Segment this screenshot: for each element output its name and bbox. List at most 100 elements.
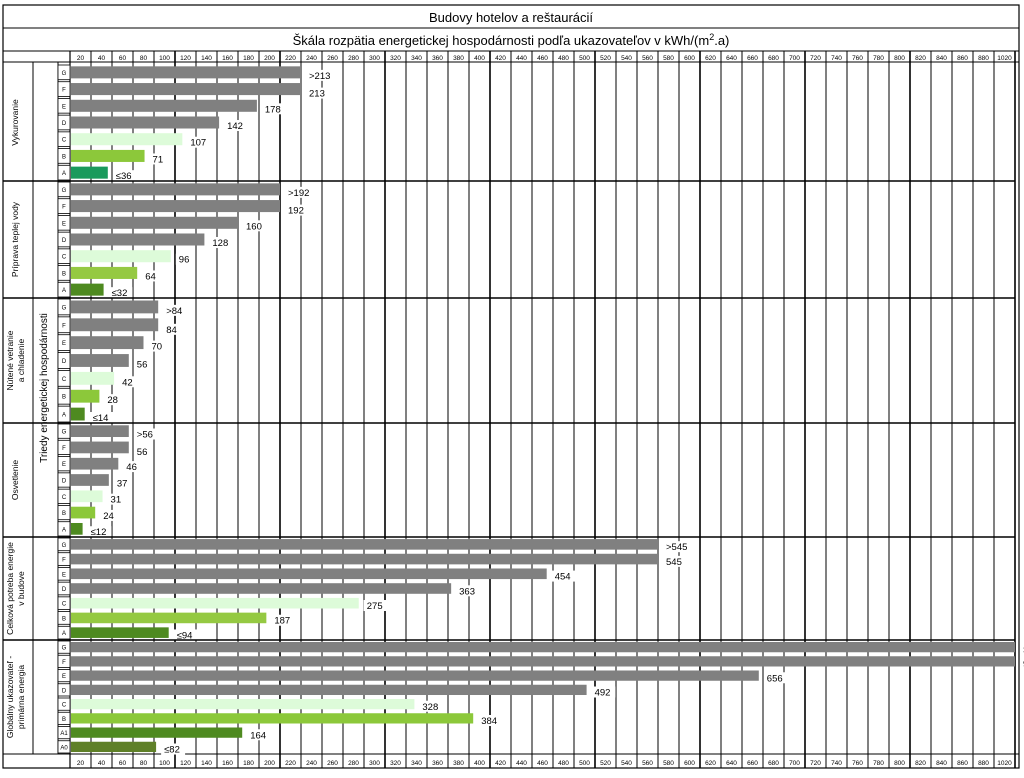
- class-letter: F: [62, 660, 66, 666]
- tick-label-top: 140: [201, 55, 212, 62]
- class-cell: [57, 148, 71, 164]
- tick-label-bottom: 600: [684, 760, 695, 767]
- tick-label-bottom: 360: [432, 760, 443, 767]
- class-cell: [57, 505, 71, 521]
- class-cell: [57, 281, 71, 298]
- bar-A0: [71, 741, 157, 753]
- class-cell: [57, 215, 71, 231]
- class-cell: [57, 387, 71, 405]
- data-label: 213: [309, 89, 325, 100]
- class-cell: [57, 472, 71, 488]
- data-label: 46: [126, 462, 137, 473]
- tick-label-bottom: 800: [894, 760, 905, 767]
- data-label-bg: [763, 672, 788, 684]
- bar-E: [71, 457, 119, 470]
- data-label: ≤94: [177, 630, 193, 641]
- tick-label-top: 200: [264, 55, 275, 62]
- data-label-bg: [187, 136, 212, 148]
- tick-label-top: 820: [915, 55, 926, 62]
- tick-label-bottom: 720: [810, 760, 821, 767]
- tick-label-bottom: 280: [348, 760, 359, 767]
- bar-C: [71, 250, 171, 263]
- data-label-bg: [107, 493, 126, 505]
- data-label-bg: [119, 376, 138, 388]
- tick-label-top: 220: [285, 55, 296, 62]
- data-label-bg: [591, 686, 616, 698]
- class-cell: [57, 726, 71, 740]
- data-label: 64: [145, 271, 156, 282]
- tick-label-bottom: 400: [474, 760, 485, 767]
- data-label-bg: [173, 629, 198, 641]
- class-cell: [57, 131, 71, 147]
- tick-label-top: 460: [537, 55, 548, 62]
- class-letter: C: [62, 495, 67, 501]
- class-letter: E: [62, 572, 66, 578]
- data-label: 187: [274, 616, 290, 627]
- class-cell: [57, 740, 71, 754]
- tick-label-top: 80: [140, 55, 148, 62]
- group-label-line: Globálny ukazovateľ -: [5, 656, 15, 738]
- tick-label-bottom: 300: [369, 760, 380, 767]
- bar-B: [71, 713, 474, 724]
- data-label-bg: [148, 340, 167, 352]
- bar-D: [71, 354, 129, 367]
- class-cell: [57, 552, 71, 566]
- class-letter: C: [62, 703, 67, 709]
- class-letter: D: [62, 121, 67, 127]
- bar-F: [71, 441, 129, 454]
- class-cell: [57, 405, 71, 423]
- data-label-bg: [87, 526, 112, 538]
- data-label: 71: [153, 154, 164, 165]
- tick-label-top: 680: [768, 55, 779, 62]
- data-label: 656: [767, 673, 783, 684]
- tick-label-top: 560: [642, 55, 653, 62]
- class-cell: [57, 98, 71, 114]
- tick-label-bottom: 160: [222, 760, 233, 767]
- data-label-bg: [113, 477, 132, 489]
- data-label: 545: [666, 557, 682, 568]
- class-letter: C: [62, 377, 67, 383]
- data-label-bg: [133, 445, 152, 457]
- bar-F: [71, 656, 1015, 667]
- bar-C: [71, 698, 415, 710]
- data-label: 56: [137, 359, 148, 370]
- tick-label-bottom: 320: [390, 760, 401, 767]
- data-label-bg: [551, 570, 576, 582]
- class-cell: [57, 596, 71, 610]
- data-label-bg: [247, 729, 272, 741]
- data-label: 56: [137, 447, 148, 458]
- bar-B: [71, 389, 100, 403]
- tick-label-bottom: 840: [936, 760, 947, 767]
- tick-label-top: 640: [726, 55, 737, 62]
- bar-C: [71, 133, 183, 146]
- class-cell: [57, 352, 71, 369]
- bar-C: [71, 371, 115, 385]
- data-label: 128: [212, 238, 228, 249]
- class-letter: A: [62, 527, 66, 533]
- data-label-bg: [149, 153, 168, 165]
- bar-G: [71, 66, 301, 79]
- tick-label-bottom: 20: [77, 760, 85, 767]
- bar-B: [71, 612, 267, 624]
- bar-E: [71, 216, 238, 229]
- tick-label-top: 260: [327, 55, 338, 62]
- data-label-bg: [285, 186, 315, 198]
- bar-A: [71, 522, 83, 535]
- tick-label-top: 860: [957, 55, 968, 62]
- data-label: ≤36: [116, 171, 132, 182]
- class-letter: A0: [60, 745, 68, 751]
- bar-F: [71, 83, 301, 96]
- group-label: Príprava teplej vody: [10, 201, 20, 277]
- class-cell: [57, 654, 71, 668]
- class-letter: A: [62, 288, 66, 294]
- data-label-bg: [306, 87, 330, 99]
- bar-G: [71, 641, 1015, 653]
- data-label: 363: [459, 586, 475, 597]
- tick-label-bottom: 500: [579, 760, 590, 767]
- data-label-bg: [100, 509, 119, 521]
- bar-A: [71, 407, 85, 421]
- class-letter: F: [62, 323, 66, 329]
- bar-E: [71, 568, 547, 580]
- data-label: 192: [288, 206, 304, 217]
- data-label: 107: [190, 138, 206, 149]
